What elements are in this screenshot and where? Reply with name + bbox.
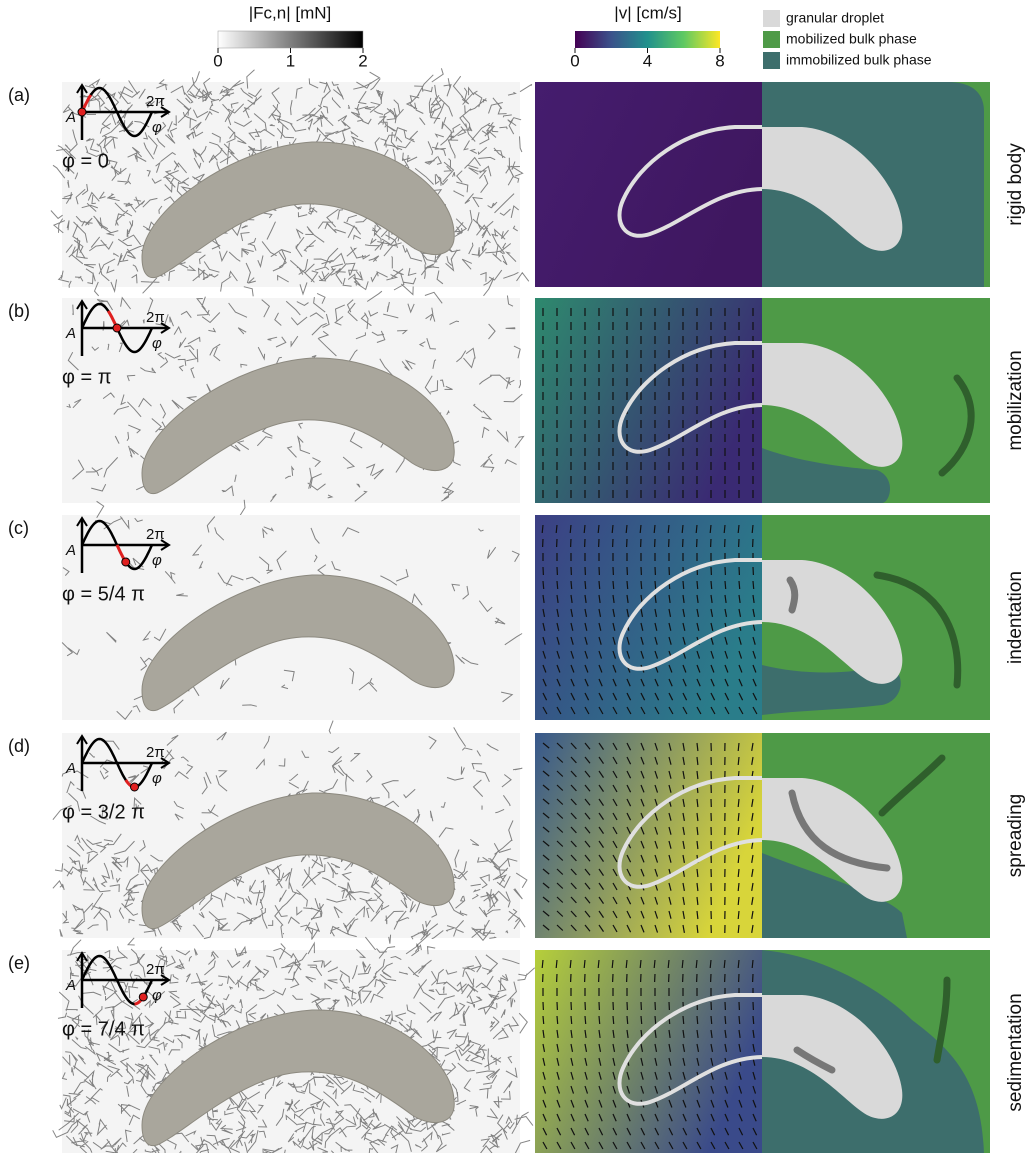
velocity-field [535,950,762,1153]
inset-amplitude: A [65,325,76,342]
phase-label: φ = 7/4 π [62,1018,145,1040]
inset-amplitude: A [65,109,76,126]
inset-period: 2π [146,309,165,326]
phase-label: φ = π [62,366,112,388]
velocity-colorbar [575,31,720,48]
legend-swatch [763,52,780,69]
force-panel: A 2π φ φ = 0 [51,68,532,296]
force-panel: A 2π φ φ = 7/4 π [53,940,535,1153]
force-panel: A 2π φ φ = π [62,291,524,516]
phase-panel [762,82,990,287]
phase-label: φ = 3/2 π [62,801,145,823]
legend-swatch [763,10,780,27]
phase-panel [762,515,990,720]
force-panel: A 2π φ φ = 3/2 π [53,721,527,958]
row-label: spreading [1005,794,1026,877]
row-label: sedimentation [1005,993,1026,1111]
velocity-field [535,82,762,287]
colorbar-tick-label: 2 [358,51,367,70]
inset-axis: φ [152,119,162,136]
colorbar-tick-label: 4 [643,51,652,70]
inset-axis: φ [152,770,162,787]
velocity-panel [535,515,762,720]
phase-panel [762,733,990,938]
legend-label: mobilized bulk phase [786,31,917,47]
inset-amplitude: A [65,542,76,559]
force-colorbar [218,31,363,48]
panel-label: (a) [8,85,30,105]
phase-label: φ = 5/4 π [62,583,145,605]
inset-phase-dot [131,783,139,791]
inset-phase-dot [78,108,86,116]
velocity-field [535,298,762,503]
velocity-panel [535,950,762,1153]
inset-axis: φ [152,335,162,352]
inset-amplitude: A [65,977,76,994]
force-colorbar-title: |Fc,n| [mN] [249,3,332,22]
inset-phase-dot [139,993,147,1001]
panel-label: (b) [8,301,30,321]
inset-axis: φ [152,552,162,569]
colorbar-tick-label: 0 [213,51,222,70]
velocity-panel [535,82,762,287]
inset-period: 2π [146,526,165,543]
phase-label: φ = 0 [62,150,109,172]
colorbar-tick-label: 8 [715,51,724,70]
figure: |Fc,n| [mN] |v| [cm/s] 0 1 2 0 4 8 granular dr… [0,0,1036,1153]
legend-label: immobilized bulk phase [786,52,932,68]
inset-axis: φ [152,987,162,1004]
inset-phase-dot [122,558,130,566]
force-panel: A 2π φ φ = 5/4 π [62,501,522,720]
velocity-panel [535,733,762,938]
row-label: indentation [1005,571,1026,664]
inset-period: 2π [146,93,165,110]
velocity-field [535,515,762,720]
panel-label: (c) [8,518,29,538]
panel-label: (d) [8,736,30,756]
phase-panel [762,298,990,503]
row-label: mobilization [1005,350,1026,450]
inset-phase-dot [113,324,121,332]
legend-swatch [763,31,780,48]
inset-period: 2π [146,744,165,761]
velocity-field [535,733,762,938]
panel-label: (e) [8,953,30,973]
inset-period: 2π [146,961,165,978]
colorbar-tick-label: 0 [570,51,579,70]
legend-label: granular droplet [786,10,884,26]
inset-amplitude: A [65,760,76,777]
velocity-panel [535,298,762,503]
colorbar-tick-label: 1 [286,51,295,70]
phase-panel [762,950,990,1153]
velocity-colorbar-title: |v| [cm/s] [614,3,681,22]
row-label: rigid body [1005,143,1026,226]
